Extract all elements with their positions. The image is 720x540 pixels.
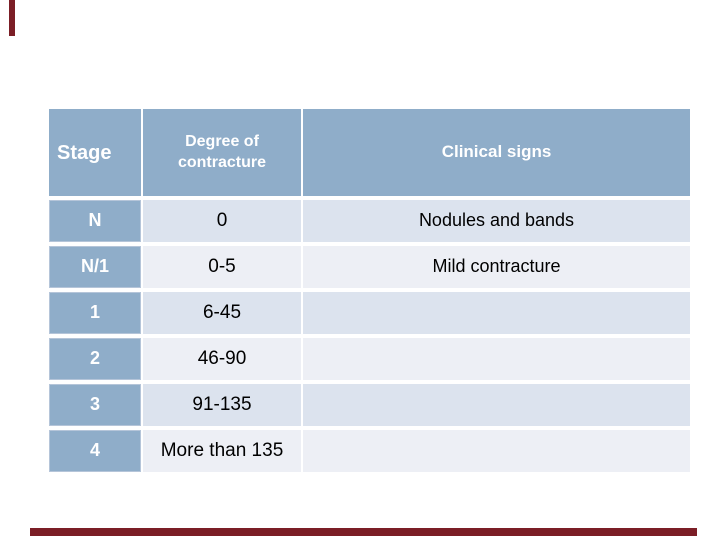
degree-cell: More than 135 — [143, 430, 301, 472]
stage-table: Stage Degree of contracture Clinical sig… — [49, 109, 690, 472]
degree-cell: 0 — [143, 200, 301, 242]
column-header-degree: Degree of contracture — [143, 109, 301, 196]
signs-cell — [303, 292, 690, 334]
stage-cell: 2 — [49, 338, 141, 380]
degree-cell: 91-135 — [143, 384, 301, 426]
column-header-stage: Stage — [49, 109, 141, 196]
accent-bar-bottom — [30, 528, 697, 536]
degree-cell: 0-5 — [143, 246, 301, 288]
stage-cell: N — [49, 200, 141, 242]
stage-cell: 1 — [49, 292, 141, 334]
signs-cell — [303, 430, 690, 472]
degree-cell: 6-45 — [143, 292, 301, 334]
signs-cell — [303, 338, 690, 380]
degree-cell: 46-90 — [143, 338, 301, 380]
accent-bar-left — [9, 0, 15, 36]
column-header-signs: Clinical signs — [303, 109, 690, 196]
signs-cell: Mild contracture — [303, 246, 690, 288]
signs-cell — [303, 384, 690, 426]
stage-cell: 3 — [49, 384, 141, 426]
signs-cell: Nodules and bands — [303, 200, 690, 242]
stage-cell: N/1 — [49, 246, 141, 288]
stage-cell: 4 — [49, 430, 141, 472]
